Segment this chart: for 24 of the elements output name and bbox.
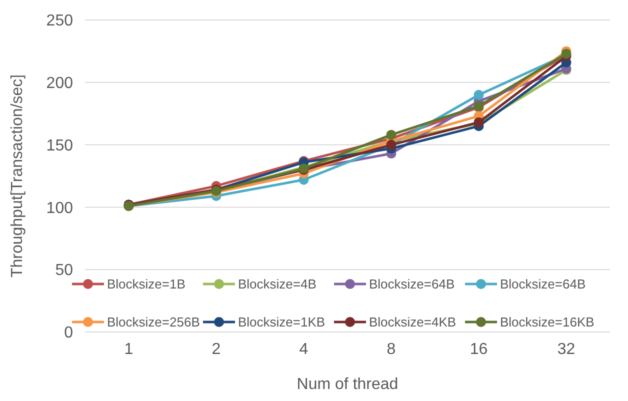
x-tick-label: 32 (557, 341, 576, 358)
legend-label: Blocksize=64B (369, 276, 455, 292)
y-tick-label: 150 (46, 137, 74, 154)
legend-label: Blocksize=16KB (500, 314, 594, 330)
x-tick-label: 2 (212, 341, 221, 358)
legend-label: Blocksize=4B (238, 276, 316, 292)
legend-label: Blocksize=256B (107, 314, 200, 330)
point (386, 130, 396, 140)
y-tick-label: 250 (46, 12, 74, 30)
legend-label: Blocksize=64B (500, 276, 586, 292)
x-tick-label: 1 (124, 341, 134, 358)
y-tick-label: 0 (64, 324, 74, 342)
y-tick-label: 100 (46, 200, 74, 217)
y-tick-label: 200 (46, 75, 74, 92)
point (474, 90, 484, 100)
legend-label: Blocksize=4KB (369, 314, 456, 330)
x-tick-label: 8 (386, 341, 396, 358)
x-tick-label: 16 (470, 341, 488, 358)
legend-label: Blocksize=1KB (238, 314, 326, 330)
y-tick-label: 50 (55, 262, 74, 280)
legend-label: Blocksize=1B (107, 276, 186, 292)
y-axis-title: Throughput[Transaction/sec] (9, 74, 26, 278)
x-axis-title: Num of thread (296, 376, 398, 393)
x-tick-label: 4 (299, 341, 308, 358)
